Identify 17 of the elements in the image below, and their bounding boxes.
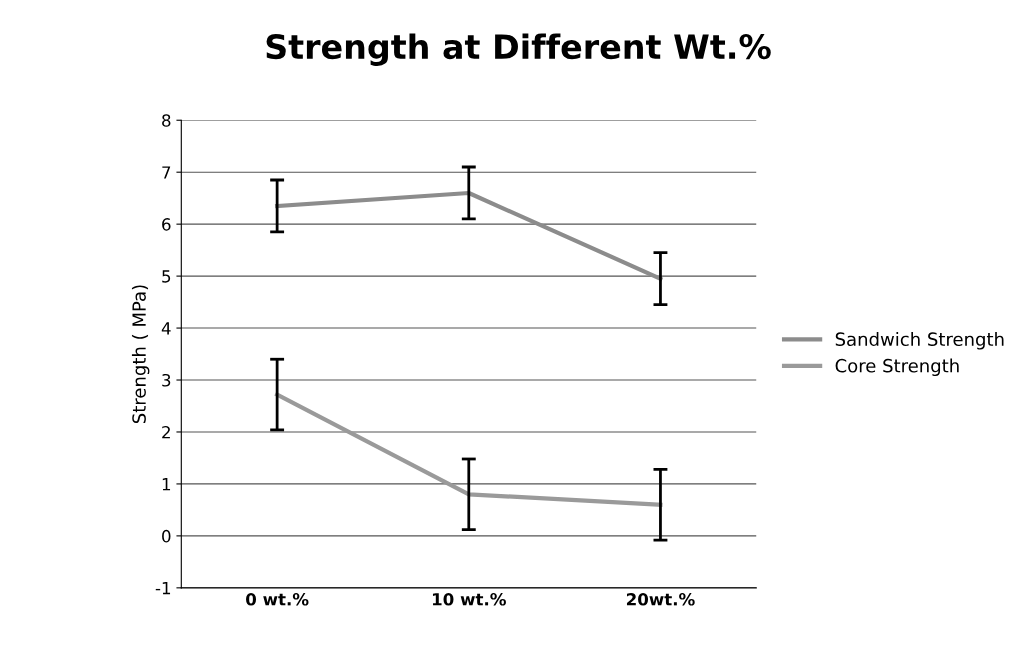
y-tick-label: 4 (161, 322, 171, 335)
y-tick-label: 8 (162, 114, 171, 127)
legend-label: Sandwich Strength (835, 332, 1004, 350)
legend-label: Core Strength (835, 358, 959, 377)
y-tick-label: 1 (162, 478, 171, 491)
y-tick-label: -1 (155, 582, 171, 595)
y-tick-label: 6 (162, 218, 171, 231)
y-tick-label: 7 (162, 166, 171, 179)
y-tick-label: 0 (162, 529, 171, 543)
x-tick-label: 10 wt.% (432, 593, 506, 606)
x-tick-label: 0 wt.% (246, 593, 309, 606)
y-tick-label: 3 (162, 373, 171, 387)
y-axis-title: Strength ( MPa) (131, 285, 150, 424)
y-tick-label: 5 (162, 270, 171, 283)
x-tick-label: 20wt.% (626, 593, 695, 606)
y-tick-label: 2 (162, 425, 170, 439)
chart-title: Strength at Different Wt.% (266, 33, 771, 66)
